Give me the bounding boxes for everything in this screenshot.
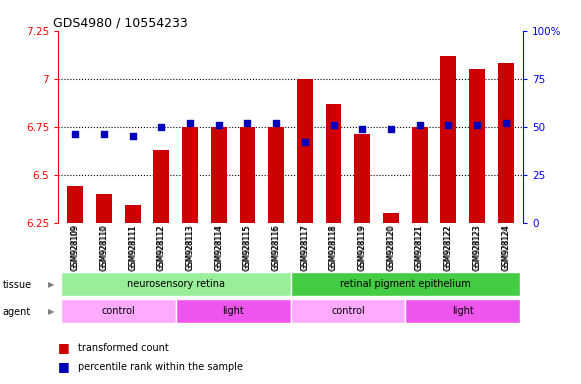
Text: light: light bbox=[452, 306, 474, 316]
Text: GDS4980 / 10554233: GDS4980 / 10554233 bbox=[53, 17, 188, 30]
Text: agent: agent bbox=[2, 307, 31, 317]
Text: GSM928120: GSM928120 bbox=[386, 225, 396, 271]
Bar bbox=[125, 205, 141, 223]
Text: control: control bbox=[331, 306, 365, 316]
Point bbox=[71, 131, 80, 137]
Point bbox=[99, 131, 109, 137]
Point bbox=[386, 126, 396, 132]
Text: GSM928121: GSM928121 bbox=[415, 225, 424, 271]
Text: transformed count: transformed count bbox=[78, 343, 169, 353]
Text: GSM928115: GSM928115 bbox=[243, 225, 252, 271]
Text: ■: ■ bbox=[58, 360, 70, 373]
Bar bbox=[297, 79, 313, 223]
Point bbox=[415, 122, 424, 128]
Text: GSM928114: GSM928114 bbox=[214, 225, 223, 271]
Bar bbox=[406, 299, 520, 323]
Text: ▶: ▶ bbox=[48, 280, 54, 290]
Bar bbox=[268, 127, 284, 223]
Text: GSM928111: GSM928111 bbox=[128, 225, 137, 271]
Point bbox=[214, 122, 224, 128]
Text: GSM928124: GSM928124 bbox=[501, 225, 510, 271]
Bar bbox=[211, 127, 227, 223]
Text: GSM928110: GSM928110 bbox=[99, 225, 109, 271]
Point bbox=[329, 122, 338, 128]
Text: light: light bbox=[223, 306, 244, 316]
Bar bbox=[175, 299, 290, 323]
Point bbox=[444, 122, 453, 128]
Text: GSM928112: GSM928112 bbox=[157, 225, 166, 271]
Point bbox=[243, 120, 252, 126]
Bar bbox=[61, 272, 290, 296]
Point bbox=[300, 139, 310, 145]
Bar bbox=[354, 134, 370, 223]
Bar bbox=[96, 194, 112, 223]
Text: retinal pigment epithelium: retinal pigment epithelium bbox=[340, 279, 471, 289]
Point bbox=[185, 120, 195, 126]
Text: GSM928118: GSM928118 bbox=[329, 225, 338, 271]
Point bbox=[157, 124, 166, 130]
Point bbox=[128, 133, 137, 139]
Text: control: control bbox=[102, 306, 135, 316]
Bar bbox=[469, 69, 485, 223]
Bar bbox=[325, 104, 342, 223]
Text: ■: ■ bbox=[58, 341, 70, 354]
Bar bbox=[383, 213, 399, 223]
Text: tissue: tissue bbox=[2, 280, 31, 290]
Text: ▶: ▶ bbox=[48, 307, 54, 316]
Point bbox=[357, 126, 367, 132]
Bar bbox=[440, 56, 456, 223]
Point bbox=[271, 120, 281, 126]
Bar bbox=[498, 63, 514, 223]
Bar bbox=[61, 299, 175, 323]
Text: percentile rank within the sample: percentile rank within the sample bbox=[78, 362, 243, 372]
Text: GSM928119: GSM928119 bbox=[358, 225, 367, 271]
Text: GSM928116: GSM928116 bbox=[272, 225, 281, 271]
Text: neurosensory retina: neurosensory retina bbox=[127, 279, 225, 289]
Text: GSM928123: GSM928123 bbox=[472, 225, 482, 271]
Text: GSM928113: GSM928113 bbox=[185, 225, 195, 271]
Bar bbox=[239, 127, 256, 223]
Bar bbox=[412, 127, 428, 223]
Text: GSM928109: GSM928109 bbox=[71, 225, 80, 271]
Bar bbox=[290, 299, 406, 323]
Point bbox=[472, 122, 482, 128]
Text: GSM928117: GSM928117 bbox=[300, 225, 309, 271]
Bar bbox=[67, 186, 83, 223]
Point bbox=[501, 120, 510, 126]
Bar bbox=[153, 150, 169, 223]
Bar bbox=[182, 127, 198, 223]
Text: GSM928122: GSM928122 bbox=[444, 225, 453, 271]
Bar bbox=[290, 272, 520, 296]
